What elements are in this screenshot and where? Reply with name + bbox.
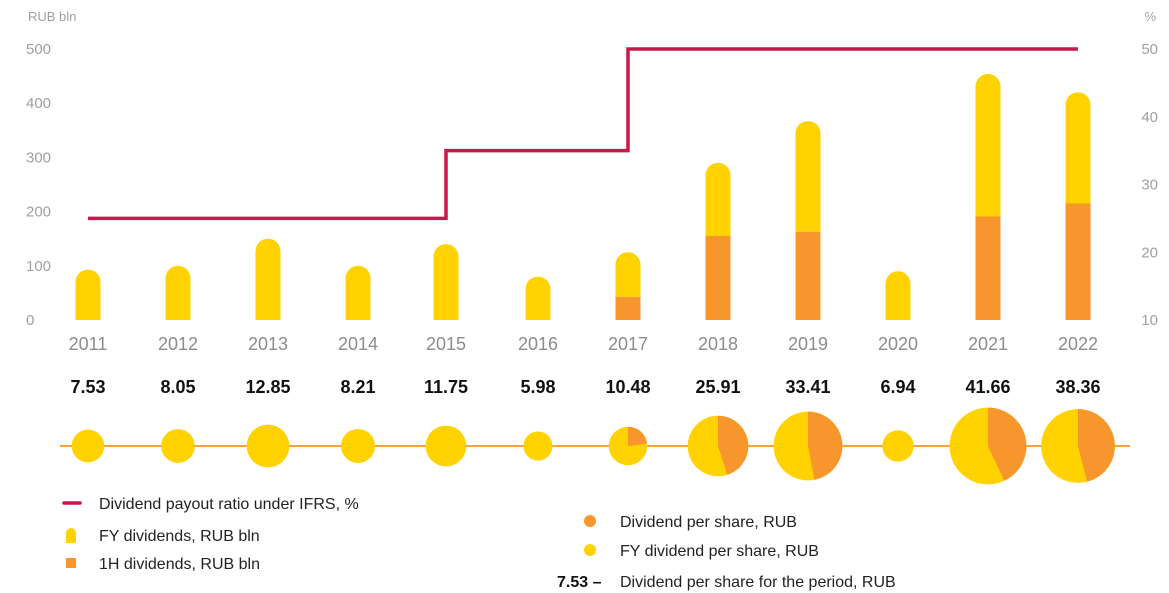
dps-value-label: 10.48: [605, 377, 650, 397]
left-tick-label: 0: [26, 312, 34, 329]
left-tick-label: 400: [26, 95, 51, 112]
bar-fy: [885, 271, 911, 320]
payout-ratio-line: [88, 47, 1078, 221]
bar-fy: [255, 238, 281, 320]
year-label: 2018: [698, 334, 738, 354]
bar-fy: [975, 73, 1001, 217]
right-axis-label: %: [1144, 9, 1156, 24]
left-tick-label: 100: [26, 258, 51, 275]
bar-1h: [1065, 203, 1091, 320]
dps-1h-slice: [808, 411, 843, 480]
legend-example-value: 7.53 –: [557, 574, 602, 591]
dps-1h-slice: [1078, 409, 1115, 482]
legend-h1-label: 1H dividends, RUB bln: [99, 556, 260, 573]
bar-1h: [705, 235, 731, 320]
dps-value-label: 12.85: [245, 377, 290, 397]
legend-payout-label: Dividend payout ratio under IFRS, %: [99, 496, 359, 513]
year-label: 2020: [878, 334, 918, 354]
legend: Dividend payout ratio under IFRS, % FY d…: [62, 496, 896, 591]
dps-1h-slice: [628, 426, 648, 446]
year-label: 2016: [518, 334, 558, 354]
dps-value-label: 8.05: [160, 377, 195, 397]
bar-fy: [615, 252, 641, 297]
legend-fy-dps-label: FY dividend per share, RUB: [620, 543, 819, 560]
axis-layer: RUB bln % 0 100 200 300 400 500 10 20 30 40 50: [26, 9, 1158, 329]
left-tick-label: 500: [26, 41, 51, 58]
dps-value-label: 8.21: [340, 377, 375, 397]
right-tick-label: 30: [1141, 177, 1158, 194]
bar-fy: [705, 162, 731, 236]
year-label: 2014: [338, 334, 378, 354]
year-label: 2012: [158, 334, 198, 354]
dps-value-label: 33.41: [785, 377, 830, 397]
dps-value-label: 38.36: [1055, 377, 1100, 397]
left-tick-label: 200: [26, 204, 51, 221]
dps-1h-slice: [988, 407, 1027, 481]
legend-fy-label: FY dividends, RUB bln: [99, 528, 260, 545]
dps-value-label: 11.75: [424, 377, 468, 397]
right-tick-label: 40: [1141, 109, 1158, 126]
right-tick-label: 50: [1141, 41, 1158, 58]
year-label: 2017: [608, 334, 648, 354]
dps-value-label: 41.66: [965, 377, 1010, 397]
legend-example-label: Dividend per share for the period, RUB: [620, 574, 896, 591]
dps-circle: [425, 425, 467, 467]
bar-layer: [75, 73, 1091, 320]
dps-circle: [161, 429, 195, 463]
bar-1h: [975, 216, 1001, 320]
legend-fy-dps-swatch: [584, 544, 596, 556]
left-axis-label: RUB bln: [28, 9, 76, 24]
line-layer: [88, 47, 1078, 221]
legend-h1-swatch: [66, 558, 76, 568]
bar-fy: [795, 121, 821, 232]
dps-value-label: 6.94: [880, 377, 915, 397]
right-tick-label: 10: [1141, 312, 1158, 329]
year-label: 2013: [248, 334, 288, 354]
bar-fy: [345, 265, 371, 320]
dps-circle: [523, 431, 553, 461]
dps-circle: [71, 429, 105, 463]
dps-value-label: 25.91: [695, 377, 740, 397]
bar-fy: [165, 265, 191, 320]
year-label: 2022: [1058, 334, 1098, 354]
legend-dps-swatch: [584, 515, 596, 527]
bar-1h: [795, 231, 821, 320]
dps-circle: [340, 428, 376, 464]
bar-fy: [433, 244, 459, 320]
year-label: 2021: [968, 334, 1008, 354]
dps-value-label: 7.53: [70, 377, 105, 397]
dps-circle: [246, 424, 290, 468]
right-tick-label: 20: [1141, 244, 1158, 261]
dps-circle: [882, 430, 914, 462]
legend-fy-swatch: [66, 528, 76, 543]
bar-1h: [615, 296, 641, 320]
left-tick-label: 300: [26, 149, 51, 166]
dps-value-label: 5.98: [520, 377, 555, 397]
year-label: 2011: [69, 334, 108, 354]
legend-dps-label: Dividend per share, RUB: [620, 514, 797, 531]
year-label: 2019: [788, 334, 828, 354]
timeline-layer: [60, 407, 1130, 485]
bar-fy: [75, 269, 101, 320]
bar-fy: [525, 276, 551, 320]
label-layer: 2011 7.53 2012 8.05 2013 12.85 2014 8.21 2015 11.…: [69, 334, 1101, 397]
dps-1h-slice: [718, 415, 749, 475]
bar-fy: [1065, 92, 1091, 204]
year-label: 2015: [426, 334, 466, 354]
